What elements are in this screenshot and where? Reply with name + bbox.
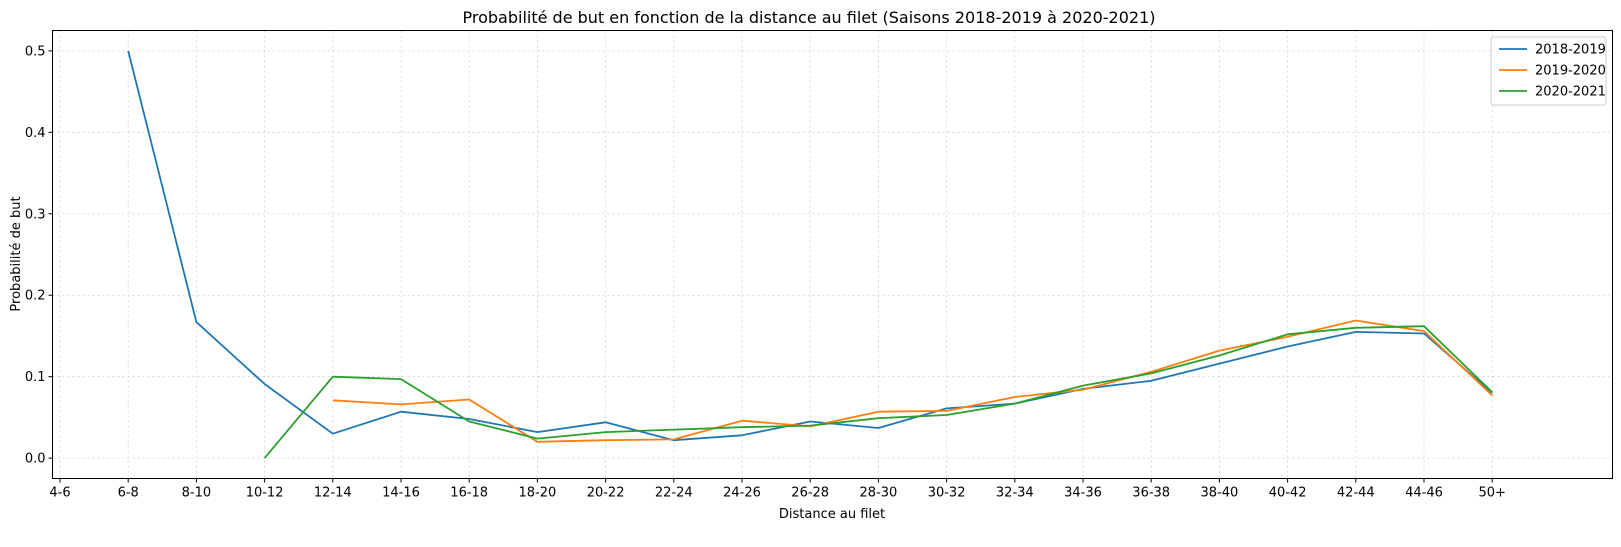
y-axis-label: Probabilité de but bbox=[9, 196, 24, 311]
x-tick-label: 40-42 bbox=[1269, 486, 1307, 501]
x-tick-label: 50+ bbox=[1478, 486, 1505, 501]
series-line-2020-2021 bbox=[263, 325, 1493, 459]
x-axis: 4-6 6-8 8-10 10-12 12-14 14-16 16-18 18-20 20-22… bbox=[49, 478, 1506, 501]
y-axis: 0.0 0.1 0.2 0.3 0.4 0.5 bbox=[25, 44, 53, 467]
series-lines bbox=[127, 50, 1493, 459]
y-tick-label: 0.1 bbox=[25, 370, 46, 385]
grid-lines bbox=[52, 30, 1613, 479]
x-tick-label: 14-16 bbox=[382, 486, 420, 501]
x-tick-label: 38-40 bbox=[1201, 486, 1239, 501]
y-tick-label: 0.5 bbox=[25, 44, 46, 59]
x-tick-label: 34-36 bbox=[1064, 486, 1102, 501]
x-tick-label: 6-8 bbox=[118, 486, 139, 501]
x-tick-label: 42-44 bbox=[1337, 486, 1375, 501]
x-tick-label: 26-28 bbox=[791, 486, 829, 501]
x-tick-label: 22-24 bbox=[655, 486, 693, 501]
legend-box bbox=[1490, 36, 1607, 106]
x-tick-label: 32-34 bbox=[996, 486, 1034, 501]
x-tick-label: 24-26 bbox=[723, 486, 761, 501]
series-line-2018-2019 bbox=[127, 50, 1493, 442]
x-tick-label: 36-38 bbox=[1132, 486, 1170, 501]
x-tick-label: 12-14 bbox=[314, 486, 352, 501]
x-tick-label: 28-30 bbox=[860, 486, 898, 501]
x-tick-label: 44-46 bbox=[1405, 486, 1443, 501]
x-tick-label: 10-12 bbox=[246, 486, 284, 501]
y-tick-label: 0.4 bbox=[25, 126, 46, 141]
legend-label: 2019-2020 bbox=[1535, 64, 1606, 79]
x-axis-label: Distance au filet bbox=[779, 507, 885, 522]
series-line-2019-2020 bbox=[332, 319, 1493, 443]
x-tick-label: 20-22 bbox=[587, 486, 625, 501]
x-tick-label: 8-10 bbox=[182, 486, 212, 501]
legend-label: 2018-2019 bbox=[1535, 43, 1606, 58]
x-tick-label: 4-6 bbox=[49, 486, 70, 501]
x-tick-label: 18-20 bbox=[519, 486, 557, 501]
chart-title: Probabilité de but en fonction de la dis… bbox=[463, 8, 1156, 27]
legend-label: 2020-2021 bbox=[1535, 85, 1606, 100]
x-tick-label: 30-32 bbox=[928, 486, 966, 501]
y-tick-label: 0.3 bbox=[25, 207, 46, 222]
legend: 2018-2019 2019-2020 2020-2021 bbox=[1490, 36, 1607, 106]
y-tick-label: 0.2 bbox=[25, 289, 46, 304]
y-tick-label: 0.0 bbox=[25, 452, 46, 467]
plot-area-frame bbox=[52, 30, 1613, 479]
x-tick-label: 16-18 bbox=[450, 486, 488, 501]
